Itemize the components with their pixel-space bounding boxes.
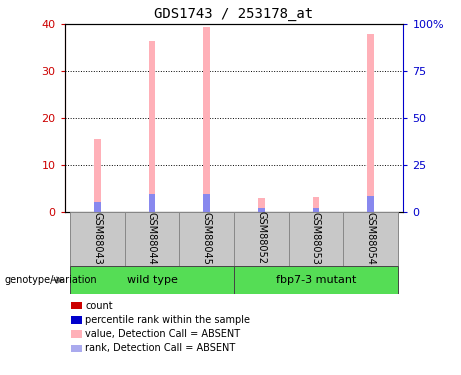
- Bar: [367, 210, 373, 212]
- Bar: [179, 212, 234, 266]
- Text: GSM88043: GSM88043: [92, 211, 102, 264]
- Bar: [149, 41, 155, 212]
- Bar: [234, 212, 289, 266]
- Bar: [367, 34, 374, 212]
- Bar: [124, 212, 179, 266]
- Text: genotype/variation: genotype/variation: [5, 275, 97, 285]
- Bar: [95, 210, 100, 212]
- Text: percentile rank within the sample: percentile rank within the sample: [85, 315, 250, 325]
- Bar: [367, 196, 374, 212]
- Bar: [94, 139, 100, 212]
- Text: GSM88045: GSM88045: [201, 211, 212, 264]
- Bar: [70, 266, 234, 294]
- Text: count: count: [85, 301, 113, 310]
- Bar: [258, 210, 264, 212]
- Bar: [149, 194, 155, 212]
- Text: GSM88044: GSM88044: [147, 211, 157, 264]
- Bar: [149, 210, 155, 212]
- Bar: [289, 212, 343, 266]
- Bar: [313, 197, 319, 212]
- Bar: [94, 202, 100, 212]
- Text: wild type: wild type: [126, 275, 177, 285]
- Bar: [258, 208, 265, 212]
- Text: fbp7-3 mutant: fbp7-3 mutant: [276, 275, 356, 285]
- Bar: [234, 266, 398, 294]
- Text: value, Detection Call = ABSENT: value, Detection Call = ABSENT: [85, 329, 240, 339]
- Bar: [258, 198, 265, 212]
- Text: GSM88053: GSM88053: [311, 211, 321, 264]
- Text: GSM88054: GSM88054: [366, 211, 376, 264]
- Bar: [313, 208, 319, 212]
- Bar: [313, 210, 319, 212]
- Text: rank, Detection Call = ABSENT: rank, Detection Call = ABSENT: [85, 344, 236, 353]
- Bar: [343, 212, 398, 266]
- Bar: [203, 27, 210, 212]
- Title: GDS1743 / 253178_at: GDS1743 / 253178_at: [154, 7, 313, 21]
- Bar: [70, 212, 124, 266]
- Text: GSM88052: GSM88052: [256, 211, 266, 264]
- Bar: [204, 210, 210, 212]
- Bar: [203, 194, 210, 212]
